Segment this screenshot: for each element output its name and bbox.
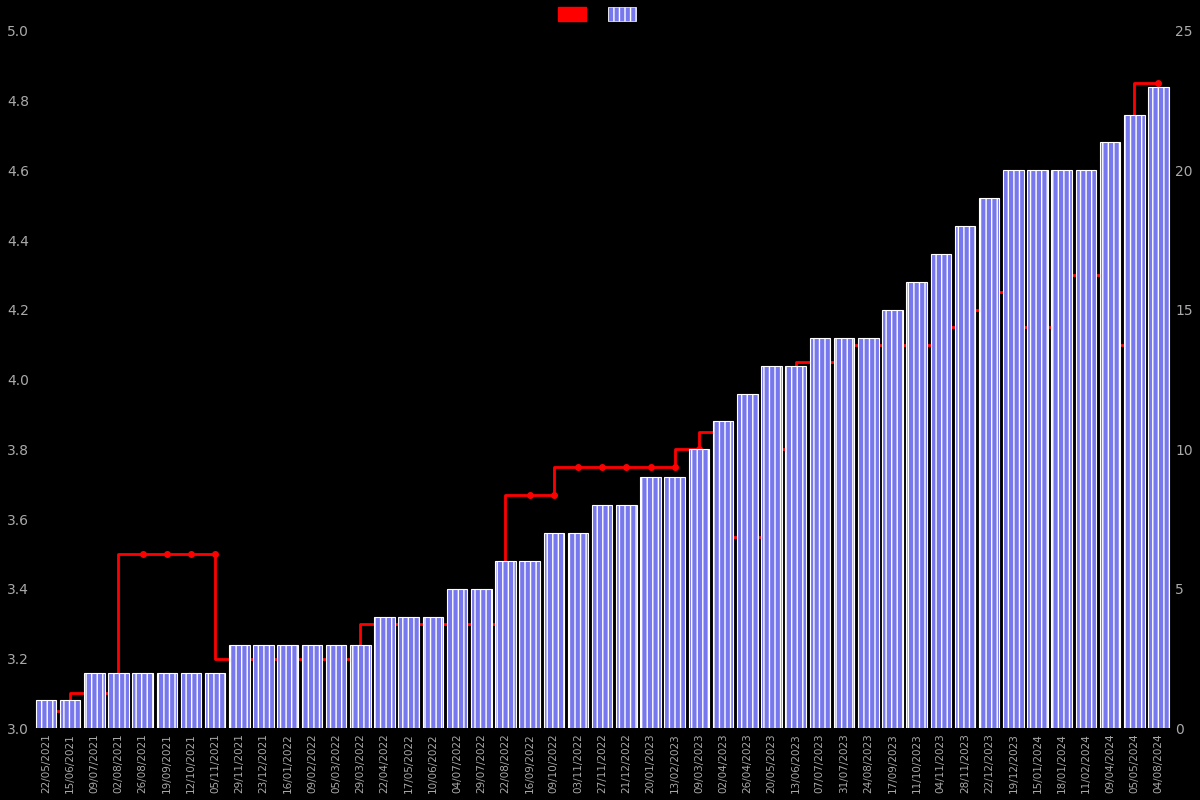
Bar xyxy=(520,561,540,728)
Bar xyxy=(398,617,419,728)
Bar xyxy=(665,478,685,728)
Bar xyxy=(641,478,661,728)
Bar xyxy=(616,505,637,728)
Bar xyxy=(1027,170,1048,728)
Bar xyxy=(930,254,952,728)
Bar xyxy=(882,310,902,728)
Bar xyxy=(374,617,395,728)
Bar xyxy=(326,645,347,728)
Bar xyxy=(1148,86,1169,728)
Bar xyxy=(858,338,878,728)
Bar xyxy=(156,673,178,728)
Legend: , : , xyxy=(553,3,650,26)
Bar xyxy=(350,645,371,728)
Bar xyxy=(229,645,250,728)
Bar xyxy=(1124,114,1145,728)
Bar xyxy=(205,673,226,728)
Bar xyxy=(422,617,443,728)
Bar xyxy=(108,673,128,728)
Bar xyxy=(955,226,976,728)
Bar xyxy=(906,282,926,728)
Bar xyxy=(761,366,781,728)
Bar xyxy=(979,198,1000,728)
Bar xyxy=(689,450,709,728)
Bar xyxy=(496,561,516,728)
Bar xyxy=(470,589,492,728)
Bar xyxy=(36,701,56,728)
Bar xyxy=(277,645,298,728)
Bar xyxy=(592,505,612,728)
Bar xyxy=(132,673,152,728)
Bar xyxy=(713,422,733,728)
Bar xyxy=(785,366,806,728)
Bar xyxy=(737,394,757,728)
Bar xyxy=(60,701,80,728)
Bar xyxy=(834,338,854,728)
Bar xyxy=(1051,170,1072,728)
Bar xyxy=(810,338,830,728)
Bar xyxy=(1003,170,1024,728)
Bar xyxy=(84,673,104,728)
Bar xyxy=(253,645,274,728)
Bar xyxy=(301,645,323,728)
Bar xyxy=(568,533,588,728)
Bar xyxy=(1075,170,1096,728)
Bar xyxy=(181,673,202,728)
Bar xyxy=(1100,142,1121,728)
Bar xyxy=(544,533,564,728)
Bar xyxy=(446,589,467,728)
